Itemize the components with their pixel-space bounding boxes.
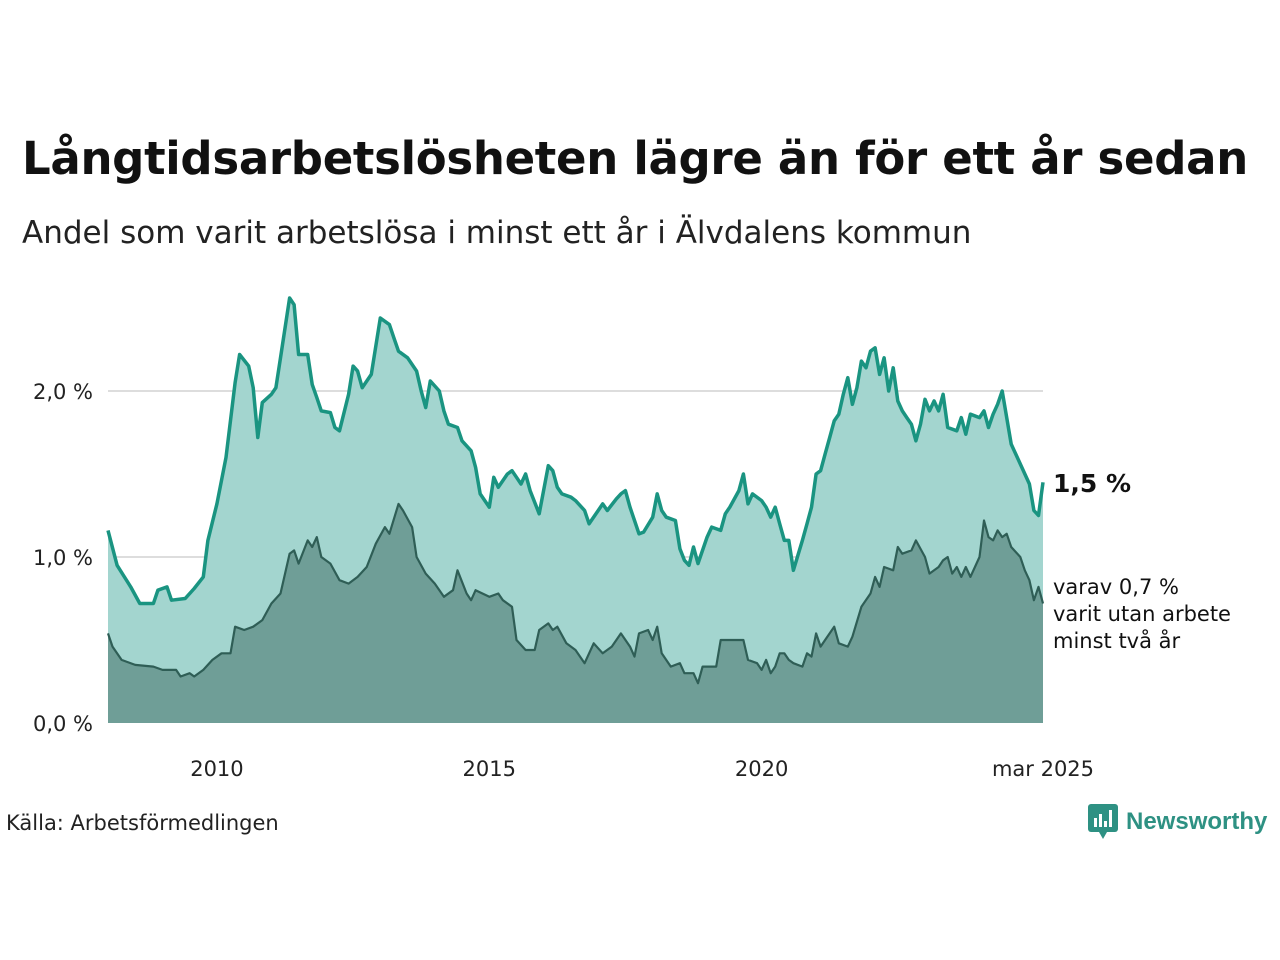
newsworthy-logo-text: Newsworthy bbox=[1126, 808, 1268, 835]
source-note: Källa: Arbetsförmedlingen bbox=[6, 811, 279, 835]
chart-title: Långtidsarbetslösheten lägre än för ett … bbox=[22, 132, 1248, 185]
end-label-long-line2: varit utan arbete bbox=[1053, 602, 1231, 626]
newsworthy-logo-icon bbox=[1088, 804, 1118, 839]
end-label-long-line3: minst två år bbox=[1053, 628, 1181, 653]
newsworthy-logo: Newsworthy bbox=[1088, 804, 1267, 840]
area-layer bbox=[106, 296, 1045, 723]
y-tick-label: 2,0 % bbox=[33, 380, 93, 404]
chart-subtitle: Andel som varit arbetslösa i minst ett å… bbox=[22, 215, 972, 251]
y-tick-label: 1,0 % bbox=[33, 546, 93, 570]
end-label-long-line1: varav 0,7 % bbox=[1053, 575, 1179, 599]
x-tick-label: 2015 bbox=[463, 757, 516, 781]
end-label-total: 1,5 % bbox=[1053, 469, 1131, 498]
series-long-area bbox=[108, 503, 1043, 723]
series-long-line bbox=[106, 502, 1045, 685]
series-total-line bbox=[106, 296, 1045, 606]
x-tick-label: 2010 bbox=[190, 757, 243, 781]
x-tick-label: 2020 bbox=[735, 757, 788, 781]
label-layer: 1,5 % varav 0,7 % varit utan arbete mins… bbox=[1053, 469, 1231, 653]
x-tick-label: mar 2025 bbox=[992, 757, 1094, 781]
y-tick-label: 0,0 % bbox=[33, 712, 93, 736]
